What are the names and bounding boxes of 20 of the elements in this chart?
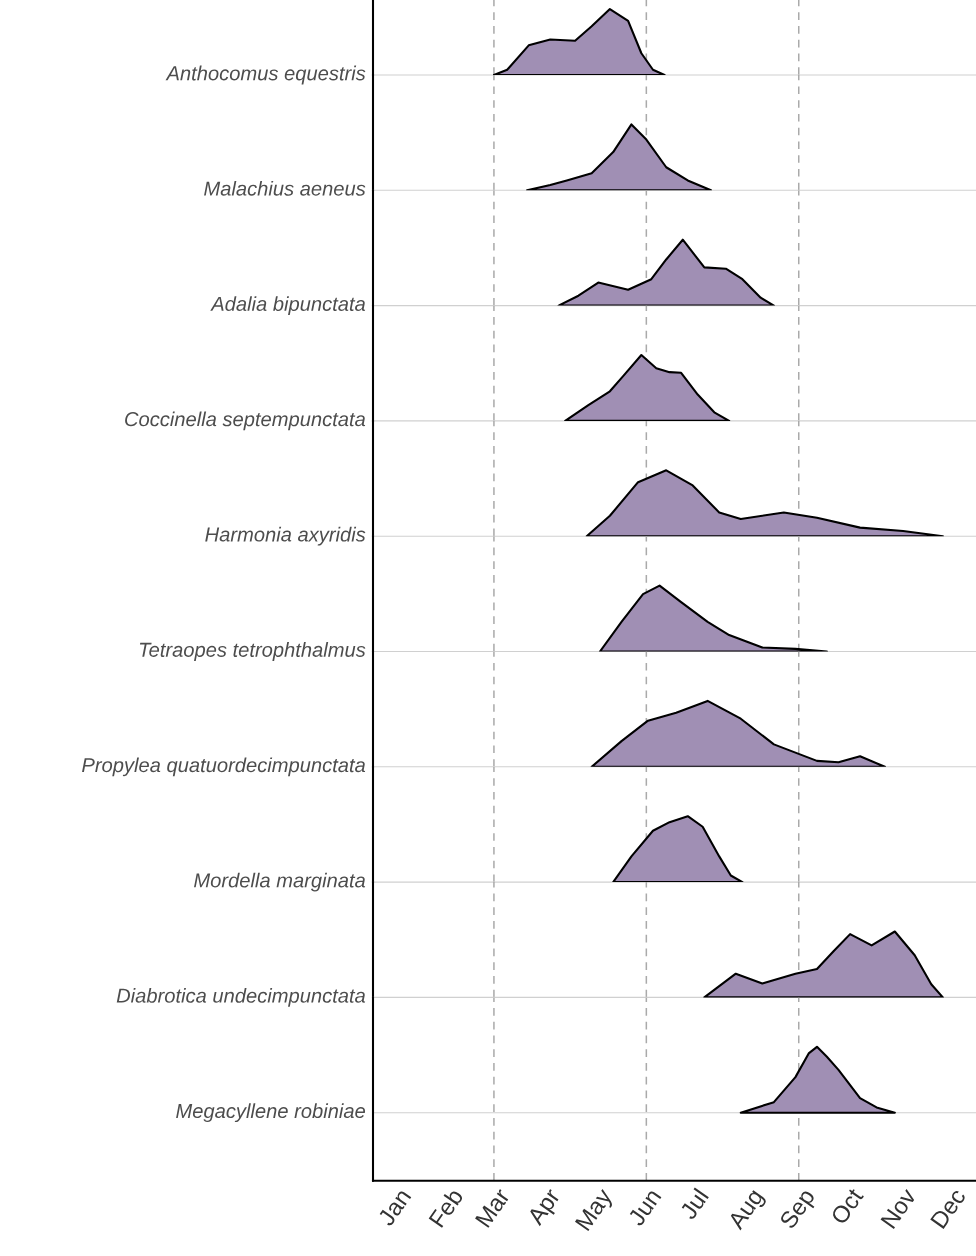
y-axis-title: Propylea quatuordecimpunctata [82, 757, 366, 777]
x-tick-label: Dec [930, 1187, 967, 1230]
x-tick-label: Jan [377, 1188, 412, 1228]
y-axis-title: Coccinella septempunctata [125, 411, 366, 431]
y-axis-title: Tetraopes tetrophthalmus [139, 642, 366, 661]
x-tick-label: Jul [678, 1187, 709, 1221]
x-tick-label: Feb [427, 1187, 464, 1228]
x-tick-label: Apr [526, 1187, 565, 1229]
x-tick-label: Oct [830, 1186, 865, 1226]
x-tick-label: Mar [475, 1187, 511, 1228]
x-tick-label: Nov [880, 1186, 917, 1230]
x-tick-label: Jun [627, 1188, 662, 1228]
y-axis-title: Adalia bipunctata [210, 296, 366, 315]
y-axis-title: Malachius aeneus [204, 180, 366, 196]
y-axis-title: Anthocomus equestris [165, 65, 366, 85]
y-axis-title: Harmonia axyridis [205, 526, 366, 546]
x-tick-label: Sep [778, 1187, 820, 1233]
y-axis-title: Mordella marginata [194, 872, 366, 892]
y-axis-title: Diabrotica undecimpunctata [116, 988, 366, 1007]
y-axis-title: Megacyllene robiniae [176, 1103, 366, 1123]
